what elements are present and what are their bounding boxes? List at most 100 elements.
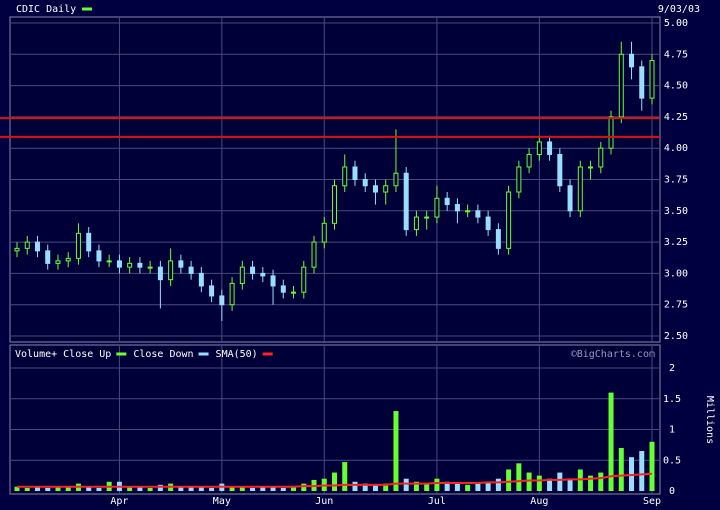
candle-body xyxy=(454,204,460,212)
candle-body xyxy=(239,266,245,284)
candle-body xyxy=(65,257,71,262)
candle-body xyxy=(75,232,81,259)
candle-body xyxy=(127,262,133,268)
x-tick-label: Jun xyxy=(315,496,333,507)
volume-bar xyxy=(188,486,194,491)
volume-bar xyxy=(362,483,368,491)
candle-body xyxy=(250,266,256,274)
candle-body xyxy=(526,153,532,168)
volume-bar xyxy=(280,487,286,491)
candle-body xyxy=(403,172,409,231)
volume-bar xyxy=(506,469,512,491)
candle-body xyxy=(588,166,594,169)
legend-label: Volume+ Close Up xyxy=(15,349,111,360)
candle-body xyxy=(301,266,307,293)
volume-bar xyxy=(250,487,256,491)
candle-body xyxy=(413,216,419,231)
candle-body xyxy=(86,232,92,252)
candle-body xyxy=(383,185,389,193)
candle-body xyxy=(219,295,225,306)
candle-body xyxy=(424,216,430,219)
candle-body xyxy=(608,116,614,149)
candle-body xyxy=(547,141,553,155)
y-tick-label: 3.75 xyxy=(664,175,688,186)
candle-body xyxy=(434,197,440,218)
volume-bar xyxy=(137,486,143,491)
volume-bar xyxy=(342,462,348,491)
volume-bar xyxy=(403,478,409,491)
candle-body xyxy=(209,285,215,297)
x-tick-label: Sep xyxy=(643,496,661,507)
y-tick-label: 2.50 xyxy=(664,331,688,342)
candle-body xyxy=(147,266,153,269)
volume-bar xyxy=(434,478,440,491)
volume-bar xyxy=(301,483,307,491)
volume-bar xyxy=(96,487,102,491)
candle-body xyxy=(24,241,30,249)
volume-bar xyxy=(332,472,337,491)
y-tick-label: 2.75 xyxy=(664,300,688,311)
candle-body xyxy=(55,260,61,264)
volume-bar xyxy=(588,475,594,491)
legend-label: Close Down xyxy=(133,349,193,360)
candle-body xyxy=(567,185,573,212)
volume-bar xyxy=(372,484,378,491)
candle-body xyxy=(291,291,297,294)
volume-bar xyxy=(157,484,163,491)
candle-body xyxy=(649,60,655,99)
sma-line xyxy=(17,472,653,488)
volume-bar xyxy=(608,392,614,491)
candle-body xyxy=(485,216,491,231)
x-tick-label: Apr xyxy=(110,496,128,507)
candle-body xyxy=(96,250,102,262)
volume-bar xyxy=(198,487,204,491)
candle-body xyxy=(372,185,378,193)
volume-bar xyxy=(45,487,51,491)
candle-body xyxy=(14,247,20,252)
y-tick-label: 2 xyxy=(669,363,675,374)
y-axis-label: Millions xyxy=(704,396,715,444)
volume-bar xyxy=(598,472,604,491)
volume-bar xyxy=(536,475,542,491)
candle-body xyxy=(598,147,604,168)
volume-panel xyxy=(9,344,661,495)
candle-body xyxy=(198,272,204,287)
candle-body xyxy=(618,53,624,118)
volume-bar xyxy=(413,481,419,491)
candle-body xyxy=(362,179,368,187)
volume-bar xyxy=(557,472,563,491)
volume-bar xyxy=(34,487,40,491)
volume-bar xyxy=(260,487,266,491)
volume-bar xyxy=(178,487,184,491)
volume-bar xyxy=(65,487,71,491)
candle-body xyxy=(506,191,512,249)
volume-bar xyxy=(649,441,655,491)
candle-body xyxy=(321,222,327,243)
y-tick-label: 5.00 xyxy=(664,18,688,29)
candle-body xyxy=(188,266,194,274)
candle-body xyxy=(229,282,235,306)
candle-body xyxy=(495,229,501,249)
x-tick-label: May xyxy=(213,496,231,507)
y-tick-label: 1 xyxy=(669,425,675,436)
volume-bar xyxy=(444,481,450,491)
candle-body xyxy=(311,241,317,268)
chart-title: CDIC Daily xyxy=(16,4,76,15)
candle-body xyxy=(106,260,112,263)
volume-bar xyxy=(465,484,471,491)
chart-date: 9/03/03 xyxy=(658,4,700,15)
y-tick-label: 3.00 xyxy=(664,268,688,279)
y-tick-label: 4.25 xyxy=(664,112,688,123)
volume-bar xyxy=(454,483,460,491)
y-tick-label: 4.00 xyxy=(664,143,688,154)
volume-bar xyxy=(24,487,30,491)
volume-bar xyxy=(639,451,645,491)
volume-bar xyxy=(352,481,358,491)
legend-label: SMA(50) xyxy=(216,349,258,360)
candle-body xyxy=(168,260,174,281)
volume-bar xyxy=(229,486,235,491)
candle-body xyxy=(178,260,184,268)
candle-body xyxy=(629,53,635,68)
x-tick-label: Jul xyxy=(428,496,446,507)
